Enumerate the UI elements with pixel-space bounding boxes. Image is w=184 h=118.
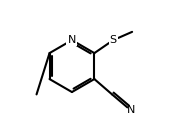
Text: S: S [110,35,117,45]
Text: N: N [68,35,76,45]
Text: N: N [127,105,135,115]
